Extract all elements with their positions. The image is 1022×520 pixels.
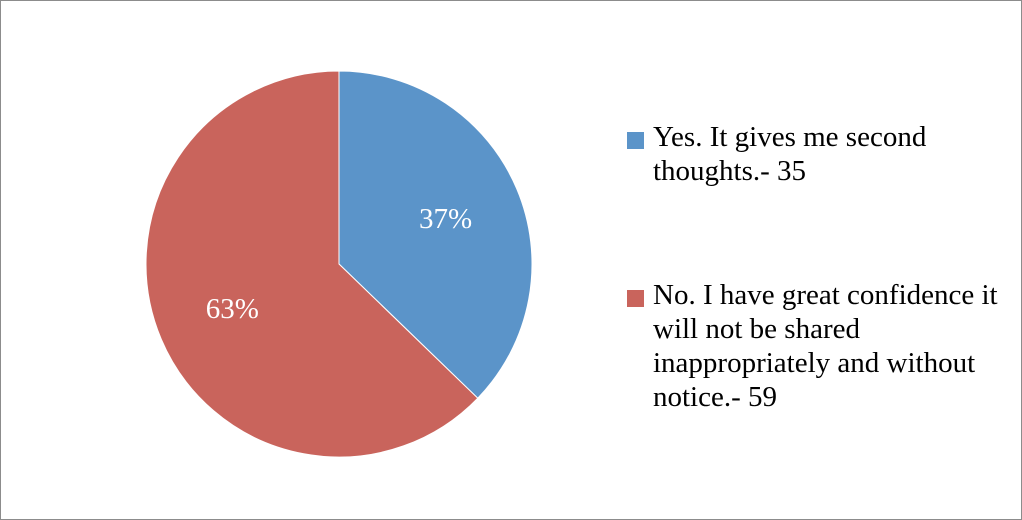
- pie-slices: [145, 70, 533, 458]
- pie-data-labels: 37% 63%: [206, 203, 472, 325]
- chart-legend: Yes. It gives me second thoughts.- 35 No…: [624, 120, 1014, 414]
- legend-label-yes: Yes. It gives me second thoughts.- 35: [653, 121, 927, 187]
- legend-swatch-yes: [627, 132, 644, 149]
- legend-label-no: No. I have great confidence it will not …: [653, 279, 998, 413]
- pie-label-no: 63%: [206, 293, 259, 325]
- pie-slice-yes: [338, 70, 533, 399]
- legend-swatch-no: [627, 290, 644, 307]
- legend-item-yes: Yes. It gives me second thoughts.- 35: [624, 120, 1014, 188]
- pie-label-yes: 37%: [419, 203, 472, 235]
- legend-item-no: No. I have great confidence it will not …: [624, 278, 1014, 414]
- pie-slice-no: [145, 70, 479, 458]
